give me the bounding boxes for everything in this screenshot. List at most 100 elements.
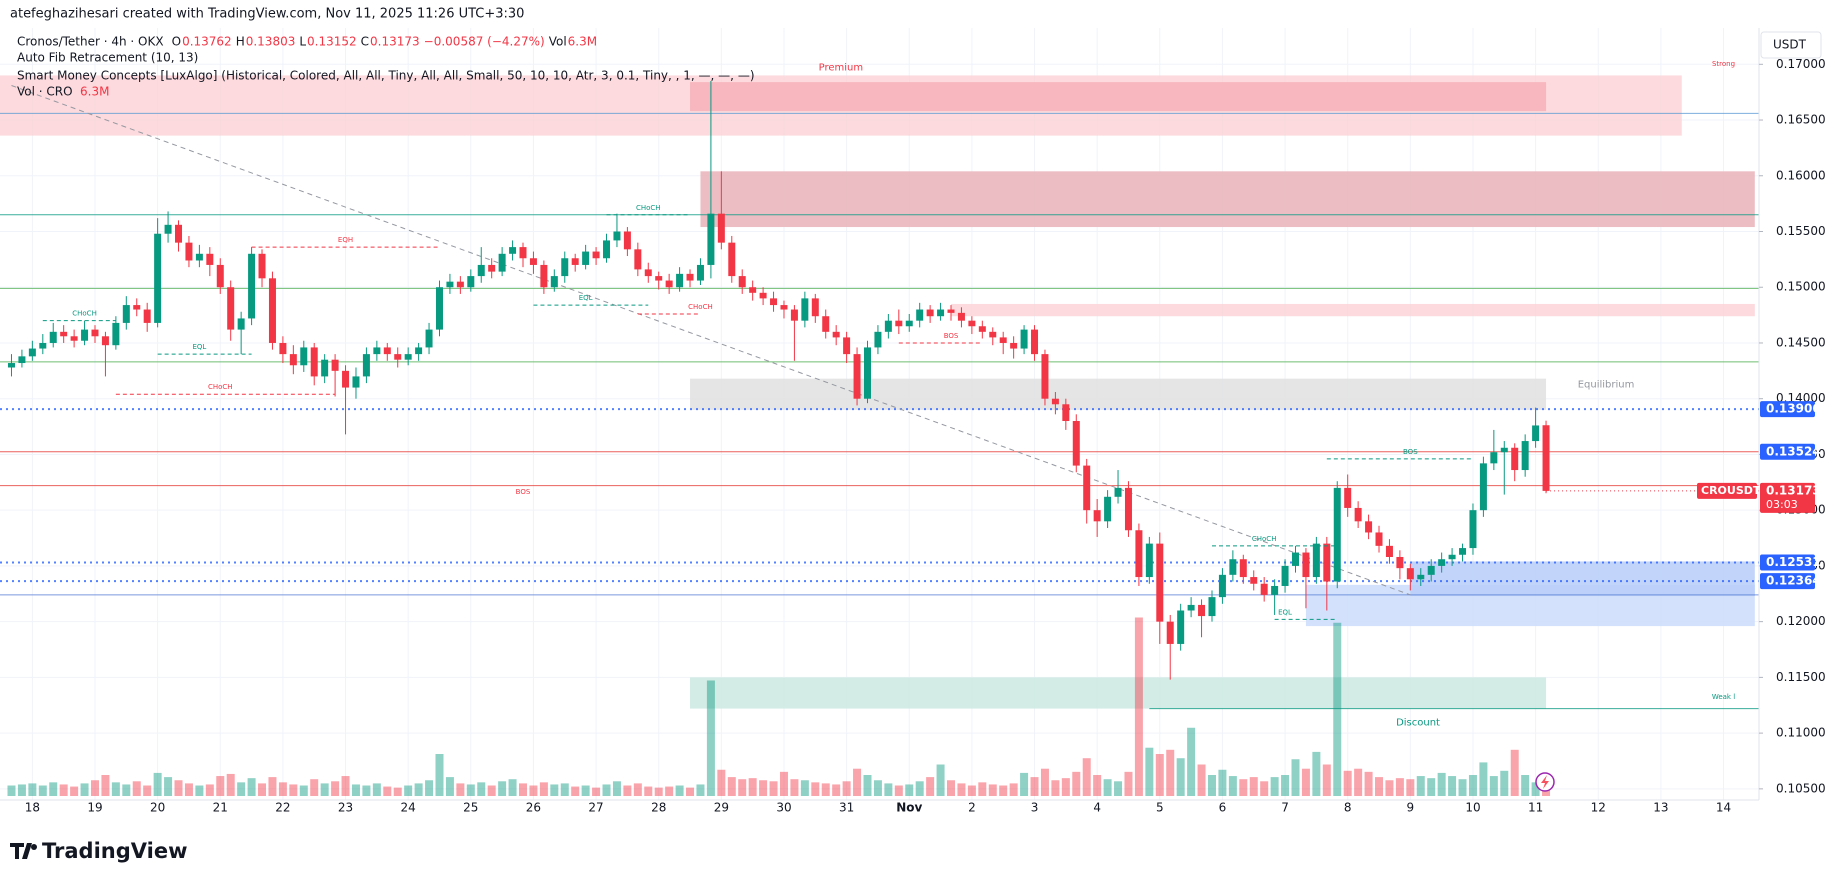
candle-body: [394, 354, 402, 360]
x-tick-label: 31: [839, 801, 854, 815]
zone-label: Discount: [1396, 718, 1440, 729]
candle-body: [488, 264, 496, 272]
volume-bar: [1531, 782, 1540, 796]
volume-bar: [978, 782, 987, 796]
structure-label: BOS: [516, 488, 531, 496]
volume-bar: [341, 776, 350, 796]
x-tick-label: 24: [401, 801, 416, 815]
structure-label: CHoCH: [1252, 535, 1277, 543]
candle-body: [206, 253, 214, 265]
candle-body: [1396, 556, 1404, 569]
logo: [10, 843, 37, 859]
candle-body: [1093, 510, 1101, 522]
candle-body: [926, 309, 934, 317]
volume-bar: [1187, 727, 1196, 796]
volume-bar: [1166, 749, 1175, 796]
volume-bar: [1176, 758, 1185, 796]
candle-body: [665, 280, 673, 288]
candle-body: [446, 281, 454, 288]
volume-bar: [988, 784, 997, 796]
volume-bar: [414, 783, 423, 796]
candle-body: [801, 298, 809, 321]
x-tick-label: 14: [1716, 801, 1731, 815]
candle-body: [352, 376, 360, 388]
volume-bar: [1040, 768, 1049, 796]
volume-bar: [581, 785, 590, 796]
x-tick-label: 8: [1344, 801, 1352, 815]
volume-bar: [947, 780, 956, 796]
structure-label: EQL: [192, 343, 206, 351]
candle-body: [1448, 554, 1456, 560]
candle-body: [1010, 342, 1018, 349]
volume-bar: [216, 776, 225, 796]
volume-bar: [894, 785, 903, 796]
candle-body: [154, 233, 162, 323]
candle-body: [509, 247, 517, 254]
legend: Cronos/Tether · 4h · OKX O 0.13762 H 0.13803…: [17, 35, 597, 49]
legend-vol-label: Vol: [549, 35, 567, 49]
volume-bar: [967, 785, 976, 796]
candle-body: [811, 298, 819, 317]
candle-body: [1177, 610, 1185, 644]
volume-bar: [268, 777, 277, 796]
candle-body: [331, 359, 339, 371]
structure-label: EQL: [579, 294, 593, 302]
candle-body: [905, 320, 913, 327]
candle-body: [279, 342, 287, 355]
candle-body: [863, 347, 871, 399]
candle-body: [1198, 604, 1206, 617]
logo-mark: [10, 843, 32, 859]
volume-bar: [1155, 754, 1164, 796]
candle-body: [216, 264, 224, 288]
candle-body: [1459, 548, 1467, 555]
x-tick-label: 12: [1591, 801, 1606, 815]
volume-bar: [1030, 777, 1039, 796]
volume-bar: [654, 787, 663, 796]
volume-bar: [1364, 771, 1373, 796]
y-tick-label: 0.12000: [1776, 614, 1826, 628]
volume-bar: [727, 777, 736, 796]
volume-bar: [560, 783, 569, 796]
candle-body: [1250, 577, 1258, 584]
volume-bar: [425, 780, 434, 796]
legend-ohlc-value: 0.13173: [370, 35, 420, 49]
candle-body: [696, 264, 704, 281]
volume-bar: [999, 785, 1008, 796]
x-tick-label: 4: [1093, 801, 1101, 815]
volume-bar: [49, 782, 58, 796]
candle-body: [550, 276, 558, 288]
volume-bar: [1082, 758, 1091, 796]
y-tick-label: 0.16500: [1776, 113, 1826, 127]
candle-body: [1542, 425, 1550, 491]
legend-vol: 6.3M: [568, 35, 597, 49]
volume-bar: [1301, 768, 1310, 796]
volume: [7, 617, 1551, 796]
volume-bar: [1114, 781, 1123, 796]
candle-body: [1521, 441, 1529, 471]
currency-box[interactable]: [1760, 31, 1822, 59]
volume-bar: [1197, 764, 1206, 796]
zone-label: Premium: [819, 62, 864, 73]
candle-body: [707, 213, 715, 265]
candle-body: [540, 264, 548, 288]
structure-label: CHoCH: [688, 303, 713, 311]
y-tick-label: 0.11500: [1776, 670, 1826, 684]
candle-body: [655, 276, 663, 281]
candle-body: [415, 347, 423, 355]
volume-bar: [612, 781, 621, 796]
y-tick-label: 0.15000: [1776, 280, 1826, 294]
candle-body: [1124, 487, 1132, 531]
volume-bar: [759, 780, 768, 796]
candle-body: [989, 331, 997, 338]
candle-body: [435, 287, 443, 330]
candle-body: [383, 347, 391, 355]
price-tag: [1760, 573, 1815, 590]
price-tag: [1760, 401, 1815, 418]
candle-body: [122, 305, 130, 323]
candle-body: [1375, 532, 1383, 546]
candle-body: [1166, 621, 1174, 644]
structure-label: BOS: [944, 332, 959, 340]
volume-bar: [320, 783, 329, 796]
price-tag: [1760, 443, 1815, 460]
alert-icon[interactable]: [1535, 772, 1555, 792]
